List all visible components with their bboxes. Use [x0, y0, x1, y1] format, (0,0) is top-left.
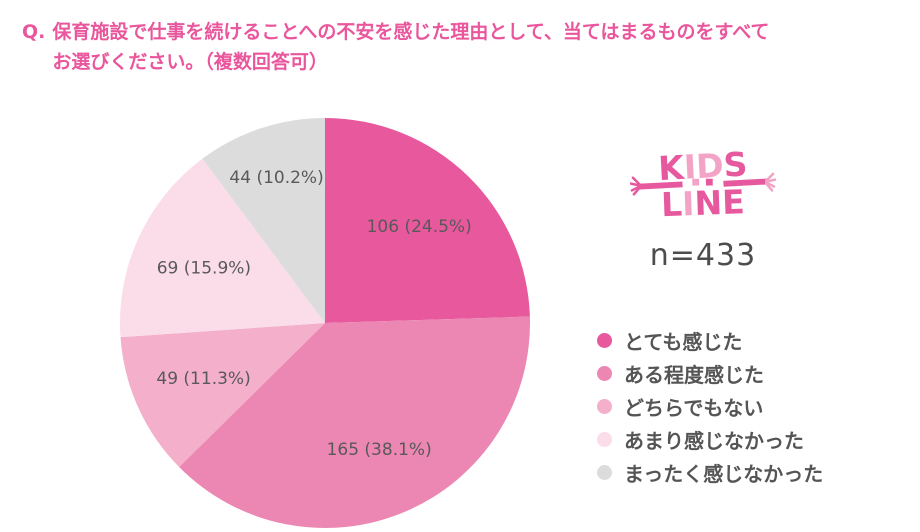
right-arm-icon	[723, 172, 776, 192]
legend-dot-icon	[597, 432, 612, 447]
logo-checker-icon	[692, 178, 713, 193]
left-arm-icon	[630, 176, 683, 196]
pie-slice-label: 165 (38.1%)	[327, 440, 432, 460]
legend-item: ある程度感じた	[597, 357, 823, 390]
pie-slice	[325, 118, 530, 323]
question-title: Q. 保育施設で仕事を続けることへの不安を感じた理由として、当てはまるものをすべ…	[22, 17, 892, 77]
pie-slice-label: 49 (11.3%)	[156, 369, 250, 389]
legend-label: とても感じた	[624, 330, 743, 354]
legend-item: とても感じた	[597, 324, 823, 357]
legend-dot-icon	[597, 399, 612, 414]
pie-slice	[202, 118, 325, 323]
legend-label: まったく感じなかった	[624, 462, 824, 486]
legend-dot-icon	[597, 465, 612, 480]
legend: とても感じた ある程度感じた どちらでもないあまり感じなかった まったく感じなかった	[597, 324, 823, 489]
question-prefix: Q.	[22, 21, 46, 43]
pie-slice-label: 69 (15.9%)	[157, 258, 251, 278]
question-line2: お選びください。（複数回答可）	[52, 51, 328, 73]
pie-slice	[119, 158, 325, 338]
pie-chart: 106 (24.5%) 165 (38.1%) 49 (11.3%) 69 (15.9…	[119, 118, 531, 528]
legend-label: ある程度感じた	[624, 363, 764, 387]
legend-item: どちらでもない	[597, 390, 823, 423]
logo-word-kids: KIDS	[657, 144, 748, 188]
brand-block: KIDS LINE n=433	[630, 140, 776, 273]
question-text: 保育施設で仕事を続けることへの不安を感じた理由として、当てはまるものをすべて お…	[52, 17, 892, 77]
legend-item: あまり感じなかった	[597, 423, 823, 456]
question-line1: 保育施設で仕事を続けることへの不安を感じた理由として、当てはまるものをすべて	[52, 21, 770, 43]
legend-label: あまり感じなかった	[624, 429, 804, 453]
legend-dot-icon	[597, 366, 612, 381]
pie-slice-label: 106 (24.5%)	[367, 217, 472, 237]
legend-item: まったく感じなかった	[597, 456, 823, 489]
legend-dot-icon	[597, 333, 612, 348]
kidsline-logo: KIDS LINE	[630, 144, 776, 224]
pie-slice-label: 44 (10.2%)	[229, 168, 323, 188]
legend-label: どちらでもない	[624, 396, 764, 420]
pie-slice	[120, 323, 325, 468]
pie-slice	[179, 316, 531, 528]
sample-size: n=433	[649, 238, 757, 273]
logo-word-line: LINE	[660, 182, 745, 224]
